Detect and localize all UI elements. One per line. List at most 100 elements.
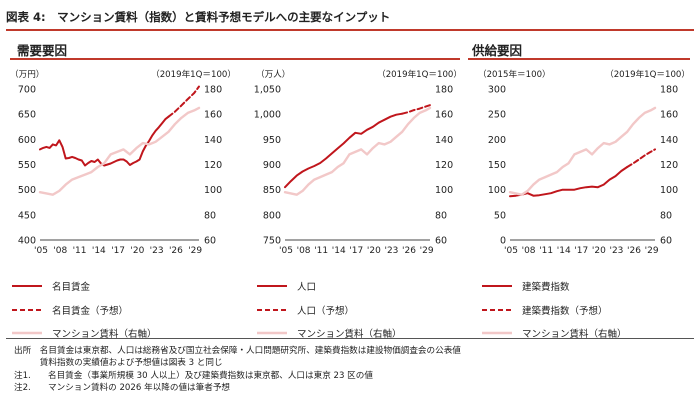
x-tick-label: '17 [349,246,363,256]
left-tick-label: 150 [488,160,506,171]
left-tick-label: 700 [18,85,36,96]
note-line: 注1. 名目賃金（事業所規模 30 人以上）及び建築費指数は東京都、人口は東京 … [14,370,373,381]
right-tick-label: 140 [204,135,222,146]
note-line: 出所 名目賃金は東京都、人口は総務省及び国立社会保障・人口問題研究所、建築費指数… [14,346,461,356]
x-tick-label: '26 [627,246,641,256]
right-tick-label: 80 [660,210,672,221]
right-tick-label: 60 [435,236,447,247]
right-tick-label: 100 [204,185,222,196]
note-line: 賃料指数の実績値および予想値は図表 3 と同じ [14,358,223,369]
left-tick-label: 600 [18,135,36,146]
section-underline-supply [468,58,690,60]
left-tick-label: 450 [18,210,36,221]
right-tick-label: 120 [435,160,453,171]
right-tick-label: 180 [435,85,453,96]
left-tick-label: 800 [263,210,281,221]
left-tick-label: 200 [488,135,506,146]
right-tick-label: 160 [660,110,678,121]
legend-label: 名目賃金 [52,281,91,293]
charts-canvas: （万円） （2019年1Q＝100）70065060055050045040018… [10,68,690,340]
x-tick-label: '08 [53,246,67,256]
left-tick-label: 250 [488,110,506,121]
x-tick-label: '08 [522,246,536,256]
x-tick-label: '23 [150,246,164,256]
left-tick-label: 950 [263,135,281,146]
right-tick-label: 80 [204,210,216,221]
left-tick-label: 0 [500,236,506,247]
x-tick-label: '11 [539,246,553,256]
x-tick-label: '17 [111,246,125,256]
right-tick-label: 60 [660,236,672,247]
x-tick-label: '11 [73,246,87,256]
notes-rule [6,338,694,339]
left-tick-label: 100 [488,185,506,196]
right-axis-unit: （2019年1Q＝100） [151,68,236,80]
right-tick-label: 80 [435,210,447,221]
x-tick-label: '23 [384,246,398,256]
right-tick-label: 140 [435,135,453,146]
section-label-supply: 供給要因 [472,43,523,58]
right-tick-label: 180 [204,85,222,96]
x-tick-label: '20 [592,246,606,256]
left-tick-label: 50 [494,210,506,221]
section-underline-demand [10,58,460,60]
legend-label: マンション賃料（右軸） [522,328,627,340]
legend-label: 人口 [297,282,316,293]
legend-label: 建築費指数（予想） [522,305,608,317]
legend-label: マンション賃料（右軸） [52,328,157,340]
right-tick-label: 120 [204,160,222,171]
right-tick-label: 180 [660,85,678,96]
x-tick-label: '29 [420,246,434,256]
x-tick-label: '08 [297,246,311,256]
x-tick-label: '11 [314,246,328,256]
rent-series-line [38,106,201,196]
right-axis-unit: （2019年1Q＝100） [605,68,690,80]
right-tick-label: 160 [204,110,222,121]
legend-label: 人口（予想） [297,305,354,317]
actual-series-line [509,166,629,198]
left-tick-label: 850 [263,185,281,196]
x-tick-label: '26 [169,246,183,256]
section-label-demand: 需要要因 [17,43,68,58]
legend-label: 名目賃金（予想） [52,305,128,317]
rent-series-line [283,106,432,196]
x-tick-label: '14 [557,246,571,256]
left-axis-unit: （2015年＝100） [478,68,551,80]
right-tick-label: 120 [660,160,678,171]
left-tick-label: 900 [263,160,281,171]
legend-label: マンション賃料（右軸） [297,328,402,340]
left-tick-label: 400 [18,236,36,247]
right-tick-label: 160 [435,110,453,121]
x-tick-label: '23 [609,246,623,256]
right-tick-label: 140 [660,135,678,146]
figure-title: 図表 4: マンション賃料（指数）と賃料予想モデルへの主要なインプット [6,10,391,24]
actual-series-line [284,112,404,189]
x-tick-label: '20 [367,246,381,256]
left-tick-label: 300 [488,85,506,96]
left-tick-label: 550 [18,160,36,171]
legend-label: 建築費指数 [522,281,570,293]
actual-series-line [39,115,170,167]
x-tick-label: '29 [188,246,202,256]
x-tick-label: '05 [34,246,48,256]
x-tick-label: '05 [504,246,518,256]
x-tick-label: '14 [92,246,106,256]
forecast-series-line [167,85,200,118]
left-tick-label: 650 [18,110,36,121]
x-tick-label: '05 [279,246,293,256]
left-tick-label: 750 [263,236,281,247]
right-tick-label: 60 [204,236,216,247]
source-notes: 出所 名目賃金は東京都、人口は総務省及び国立社会保障・人口問題研究所、建築費指数… [14,345,461,394]
left-axis-unit: （万円） [10,69,44,80]
left-tick-label: 1,050 [254,85,281,96]
forecast-series-line [401,104,431,115]
right-tick-label: 100 [660,185,678,196]
right-axis-unit: （2019年1Q＝100） [377,68,462,80]
left-axis-unit: （万人） [256,69,290,80]
left-tick-label: 1,000 [254,110,281,121]
left-tick-label: 500 [18,185,36,196]
x-tick-label: '29 [645,246,659,256]
note-line: 注2. マンション賃料の 2026 年以降の値は筆者予想 [14,382,231,393]
x-tick-label: '17 [574,246,588,256]
x-tick-label: '26 [402,246,416,256]
